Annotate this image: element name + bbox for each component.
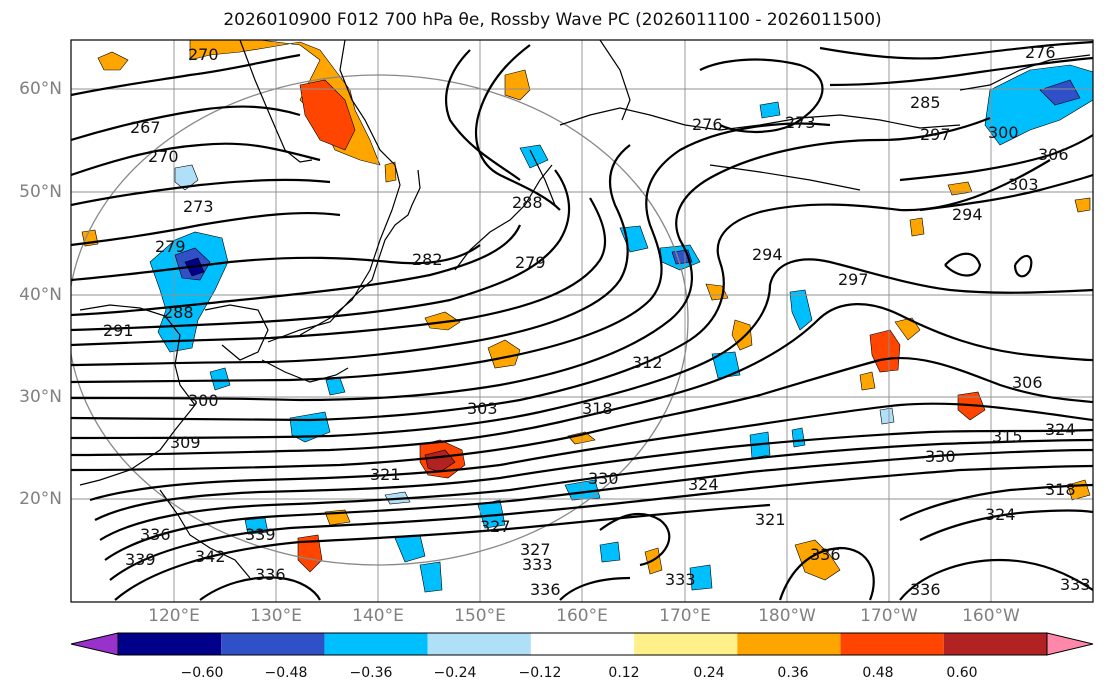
- contour-label: 294: [752, 245, 783, 264]
- contour-label: 294: [952, 205, 983, 224]
- map-frame: [70, 39, 1094, 603]
- contour-label: 336: [140, 525, 171, 544]
- lat-label: 50°N: [19, 182, 62, 202]
- contour-label: 330: [588, 469, 619, 488]
- lon-label: 170°W: [860, 606, 918, 626]
- contour-label: 330: [925, 447, 956, 466]
- lon-label: 150°E: [454, 606, 506, 626]
- colorbar-tick-label: −0.48: [264, 665, 308, 681]
- colorbar-segment: [118, 633, 222, 655]
- contour-label: 297: [838, 270, 869, 289]
- contour-label: 282: [412, 250, 443, 269]
- colorbar: [70, 632, 1094, 656]
- colorbar-tick-label: −0.24: [433, 665, 477, 681]
- positive-anomaly-shading: [81, 40, 1091, 581]
- contour-label: 300: [188, 391, 219, 410]
- map-title: 2026010900 F012 700 hPa θe, Rossby Wave …: [223, 10, 882, 30]
- colorbar-tick-label: −0.12: [518, 665, 562, 681]
- contour-label: 288: [163, 303, 194, 322]
- contour-label: 309: [170, 433, 201, 452]
- lon-label: 160°E: [556, 606, 608, 626]
- colorbar-tick-label: 0.36: [777, 665, 809, 681]
- colorbar-segment: [530, 633, 635, 655]
- contour-label: 306: [1012, 373, 1043, 392]
- contour-label: 276: [1025, 43, 1056, 62]
- colorbar-segment: [427, 633, 531, 655]
- colorbar-segment: [324, 633, 428, 655]
- colorbar-tick-label: −0.36: [349, 665, 393, 681]
- lat-label: 30°N: [19, 387, 62, 407]
- colorbar-tick-label: −0.60: [180, 665, 224, 681]
- contour-label: 291: [103, 321, 134, 340]
- contour-label: 321: [755, 510, 786, 529]
- contour-label: 336: [255, 565, 286, 584]
- contour-label: 342: [195, 547, 226, 566]
- lat-label: 40°N: [19, 285, 62, 305]
- contour-label: 339: [125, 550, 156, 569]
- contour-label: 303: [1008, 175, 1039, 194]
- contour-label: 327: [520, 540, 551, 559]
- theta-e-contours: [71, 40, 1093, 601]
- contour-label: 336: [810, 545, 841, 564]
- contour-label: 324: [1045, 420, 1076, 439]
- contour-label: 324: [688, 475, 719, 494]
- contour-label: 321: [370, 465, 401, 484]
- lat-label: 20°N: [19, 489, 62, 509]
- contour-label: 273: [183, 197, 214, 216]
- contour-label: 336: [530, 580, 561, 599]
- contour-label: 285: [910, 93, 941, 112]
- colorbar-tick-label: 0.60: [946, 665, 978, 681]
- colorbar-tick-label: 0.12: [608, 665, 640, 681]
- contour-label: 270: [148, 147, 179, 166]
- contour-label: 276: [692, 115, 723, 134]
- contour-label: 336: [910, 580, 941, 599]
- contour-label: 339: [245, 525, 276, 544]
- contour-label: 312: [632, 353, 663, 372]
- colorbar-tick-label: 0.24: [693, 665, 725, 681]
- colorbar-segment: [840, 633, 944, 655]
- colorbar-segment: [221, 633, 325, 655]
- colorbar-segment: [634, 633, 738, 655]
- contour-label: 333: [522, 555, 553, 574]
- contour-label: 270: [188, 45, 219, 64]
- contour-label: 333: [1060, 575, 1091, 594]
- colorbar-segment: [737, 633, 841, 655]
- lon-label: 140°E: [352, 606, 404, 626]
- contour-labels: 270 267 270 273 279 291 288 300 309 282 …: [103, 43, 1091, 599]
- lon-label: 180°W: [758, 606, 816, 626]
- contour-label: 300: [988, 123, 1019, 142]
- contour-label: 279: [515, 253, 546, 272]
- contour-label: 318: [1045, 480, 1076, 499]
- contour-label: 333: [665, 570, 696, 589]
- contour-label: 279: [155, 237, 186, 256]
- contour-label: 297: [920, 125, 951, 144]
- lon-label: 120°E: [148, 606, 200, 626]
- contour-label: 318: [582, 399, 613, 418]
- contour-label: 327: [480, 517, 511, 536]
- colorbar-frame: [117, 632, 1048, 656]
- colorbar-tick-label: 0.48: [862, 665, 894, 681]
- colorbar-segment: [943, 633, 1047, 655]
- contour-label: 306: [1038, 145, 1069, 164]
- colorbar-extend-high: [1046, 632, 1094, 656]
- lat-label: 60°N: [19, 79, 62, 99]
- contour-label: 303: [467, 399, 498, 418]
- contour-label: 324: [985, 505, 1016, 524]
- contour-label: 315: [992, 427, 1023, 446]
- graticule: [71, 40, 1093, 602]
- colorbar-extend-low: [70, 632, 119, 656]
- lon-label: 170°E: [659, 606, 711, 626]
- contour-label: 273: [785, 113, 816, 132]
- lon-label: 130°E: [250, 606, 302, 626]
- contour-label: 288: [512, 193, 543, 212]
- lon-label: 160°W: [962, 606, 1020, 626]
- contour-label: 267: [130, 118, 161, 137]
